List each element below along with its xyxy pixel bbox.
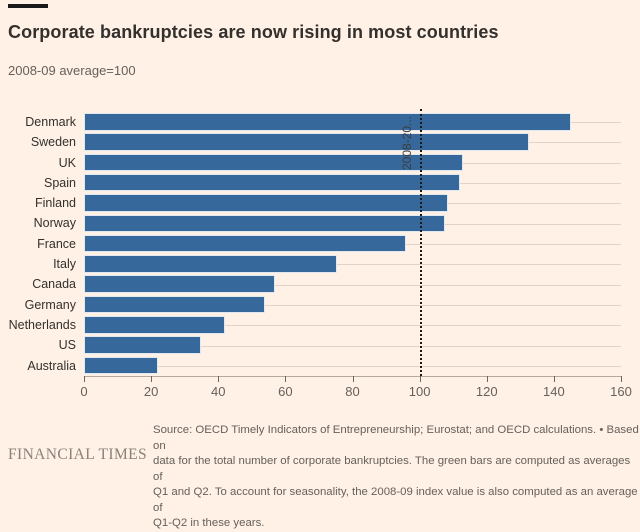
reference-line-100 [419, 109, 422, 376]
chart-row [84, 234, 621, 254]
chart-title: Corporate bankruptcies are now rising in… [8, 22, 499, 42]
reference-line-label: 2008-20... [399, 115, 414, 171]
category-label: Finland [35, 196, 76, 211]
category-label: Sweden [30, 135, 76, 150]
source-note: Source: OECD Timely Indicators of Entrep… [153, 424, 639, 529]
x-tick [84, 376, 85, 382]
financial-times-logo: FINANCIAL TIMES [8, 446, 148, 463]
bar-canada [84, 275, 276, 293]
x-tick-label: 80 [345, 384, 360, 399]
category-label: Spain [44, 175, 76, 190]
x-tick [486, 376, 488, 382]
category-label: US [58, 338, 76, 353]
category-label: Canada [32, 277, 76, 292]
gridline [84, 284, 621, 286]
category-label: Norway [33, 216, 76, 231]
chart-row [84, 132, 621, 152]
x-tick-label: 100 [408, 384, 431, 399]
x-tick [553, 376, 555, 382]
bar-italy [84, 255, 338, 273]
bar-norway [84, 214, 445, 233]
chart-row [84, 214, 621, 234]
category-label: Germany [24, 297, 76, 312]
x-tick [285, 376, 287, 382]
chart-row [84, 112, 621, 132]
bar-spain [84, 173, 460, 192]
chart-subtitle: 2008-09 average=100 [8, 63, 136, 78]
chart-row [84, 173, 621, 193]
bar-france [84, 234, 407, 253]
bar-germany [84, 295, 266, 314]
chart-row [84, 193, 621, 213]
chart-row [84, 274, 621, 294]
x-tick-label: 120 [475, 384, 498, 399]
chart-row [84, 335, 621, 355]
chart-row [84, 153, 621, 173]
x-tick [419, 376, 421, 382]
category-label: France [37, 236, 76, 251]
category-label: UK [58, 155, 76, 170]
x-tick [218, 376, 220, 382]
bar-us [84, 336, 202, 354]
x-tick-label: 160 [610, 384, 632, 399]
category-label: Netherlands [8, 317, 76, 332]
chart-row [84, 315, 621, 335]
x-tick [352, 376, 354, 382]
bar-australia [84, 356, 158, 375]
x-tick-label: 140 [543, 384, 565, 399]
gridline [84, 325, 621, 327]
chart-row [84, 295, 621, 315]
bar-netherlands [84, 316, 225, 334]
plot-area: 2008-20... [84, 109, 621, 376]
category-label: Denmark [25, 115, 76, 129]
bar-uk [84, 153, 464, 172]
chart-row [84, 254, 621, 274]
category-labels: Denmark Sweden UK Spain Finland Norway France I… [0, 112, 76, 376]
gridline [84, 264, 621, 266]
category-label: Italy [53, 257, 76, 272]
gridline [84, 365, 621, 367]
bar-denmark [84, 113, 571, 131]
gridline [84, 345, 621, 347]
x-tick-label: 20 [143, 384, 159, 399]
brand-top-rule [8, 4, 48, 8]
x-tick-label: 60 [278, 384, 293, 399]
x-axis: 0 20 40 60 80 100 120 140 160 [80, 376, 632, 402]
chart-row [84, 356, 621, 376]
x-tick [151, 376, 153, 382]
bar-finland [84, 194, 449, 212]
x-tick [621, 376, 622, 382]
category-label: Australia [27, 358, 76, 373]
gridline [84, 304, 621, 306]
x-tick-label: 0 [80, 384, 88, 399]
x-tick-label: 40 [211, 384, 226, 399]
bar-sweden [84, 133, 529, 151]
